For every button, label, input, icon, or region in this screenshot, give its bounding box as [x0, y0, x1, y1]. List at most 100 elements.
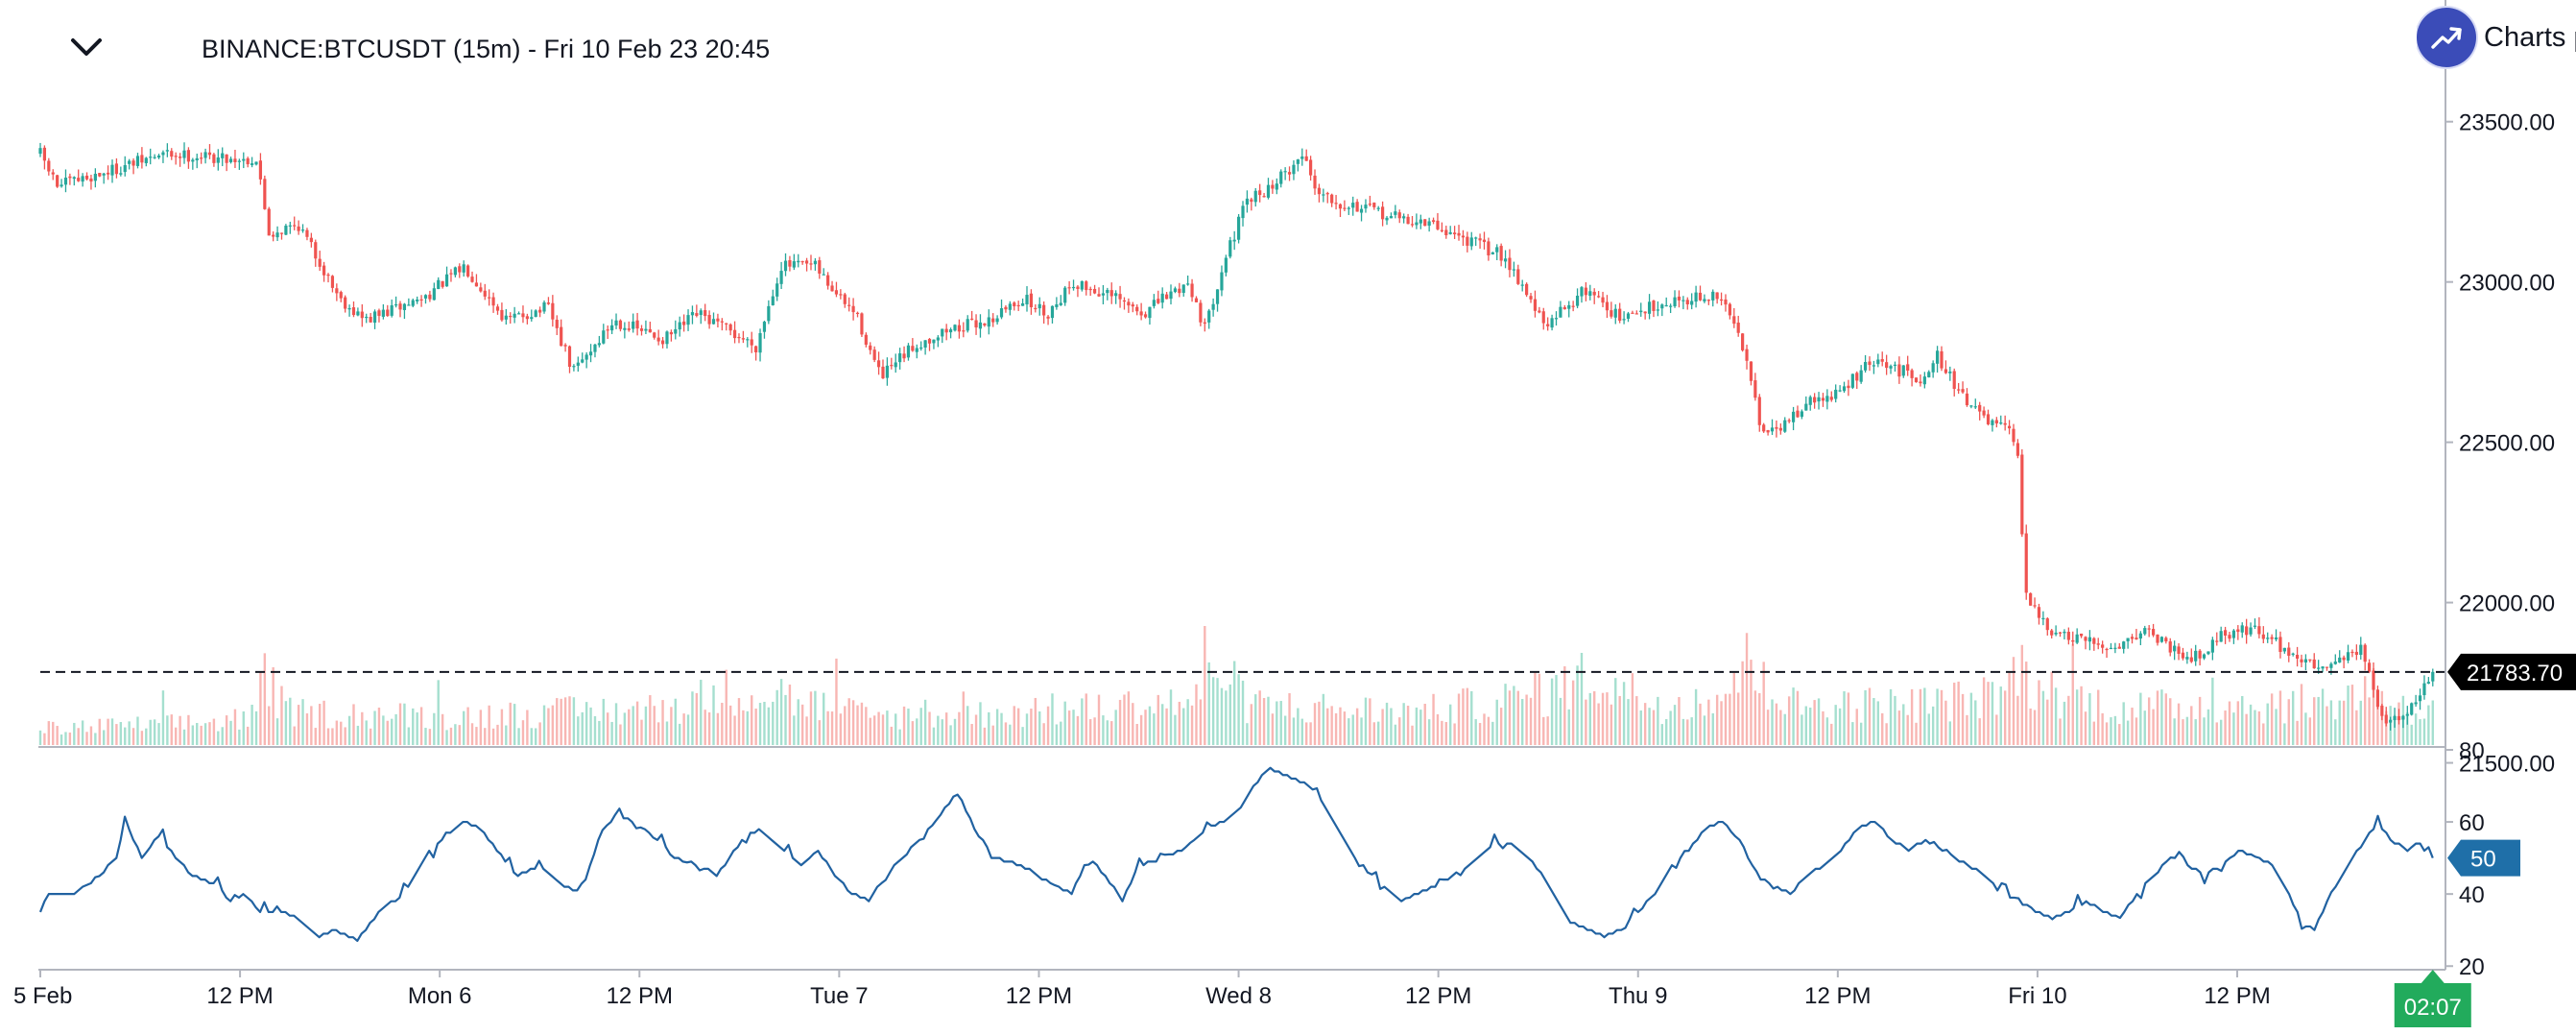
- candle-body: [1296, 159, 1300, 164]
- candle-body: [488, 297, 491, 299]
- candle-body: [77, 178, 81, 181]
- volume-bar: [1834, 705, 1837, 745]
- candle-body: [305, 229, 309, 237]
- candle-body: [2287, 647, 2291, 656]
- candle-body: [2177, 646, 2181, 654]
- candle-body: [1825, 396, 1829, 402]
- candle-body: [263, 179, 267, 209]
- candle-body: [1334, 203, 1338, 205]
- volume-bar: [458, 725, 461, 745]
- candle-body: [890, 365, 894, 367]
- candle-body: [1419, 219, 1422, 224]
- candle-body: [1343, 207, 1347, 209]
- candle-body: [228, 158, 233, 162]
- candle-body: [1592, 291, 1596, 296]
- volume-bar: [1948, 721, 1952, 745]
- volume-bar: [391, 718, 394, 745]
- volume-bar: [2287, 699, 2290, 745]
- candle-body: [1444, 229, 1448, 235]
- candle-body: [1580, 287, 1584, 297]
- candle-body: [728, 324, 732, 331]
- candle-body: [1364, 205, 1368, 209]
- candle-body: [2231, 630, 2236, 638]
- volume-bar: [2372, 667, 2375, 745]
- candle-body: [1631, 312, 1634, 314]
- volume-bar: [1678, 697, 1681, 745]
- volume-bar: [1330, 706, 1333, 745]
- candle-body: [1406, 216, 1410, 225]
- candle-body: [1139, 311, 1143, 316]
- candle-body: [902, 353, 906, 359]
- volume-bar: [196, 723, 199, 745]
- candle-body: [1584, 287, 1587, 296]
- candle-body: [165, 150, 169, 152]
- candle-body: [2223, 630, 2228, 636]
- volume-bar: [505, 725, 508, 745]
- volume-bar: [1297, 708, 1300, 745]
- volume-bar: [449, 727, 453, 745]
- candle-body: [1469, 237, 1473, 247]
- candle-body: [2066, 631, 2070, 640]
- volume-bar: [1593, 691, 1596, 745]
- candle-body: [597, 343, 601, 346]
- volume-bar: [314, 728, 317, 745]
- price-tick-label: 21500.00: [2459, 752, 2555, 778]
- volume-bar: [110, 718, 114, 745]
- volume-bar: [725, 669, 727, 745]
- volume-bar: [1801, 714, 1803, 745]
- volume-bar: [886, 710, 889, 745]
- volume-bar: [1060, 721, 1062, 745]
- candle-body: [1554, 318, 1559, 320]
- candle-body: [84, 176, 89, 180]
- brand-link[interactable]: Charts p: [2417, 6, 2576, 69]
- volume-bar: [1859, 722, 1863, 745]
- volume-bar: [149, 719, 152, 745]
- volume-bar: [2118, 724, 2121, 745]
- volume-bar: [1703, 715, 1706, 745]
- candle-body: [2393, 715, 2397, 721]
- candle-body: [1999, 422, 2003, 424]
- volume-bar: [200, 725, 203, 745]
- candle-body: [847, 304, 851, 306]
- volume-bar: [1538, 673, 1541, 745]
- candle-body: [1262, 196, 1266, 198]
- volume-bar: [1872, 698, 1875, 745]
- volume-bar: [847, 698, 850, 745]
- volume-bar: [556, 698, 559, 745]
- volume-bar: [1055, 724, 1059, 745]
- volume-bar: [293, 726, 296, 745]
- candle-body: [588, 351, 593, 356]
- volume-bar: [2363, 676, 2367, 745]
- volume-bar: [335, 720, 339, 745]
- volume-bar: [1648, 708, 1651, 745]
- volume-bar: [1204, 626, 1206, 745]
- candle-body: [1287, 172, 1292, 175]
- volume-bar: [1550, 678, 1554, 745]
- volume-bar: [1398, 717, 1401, 745]
- volume-bar: [898, 729, 901, 745]
- volume-bar: [2131, 708, 2134, 745]
- volume-bar: [1707, 699, 1710, 745]
- candle-body: [546, 302, 551, 304]
- time-tick-label: 12 PM: [1405, 983, 1471, 1009]
- candle-body: [1838, 390, 1842, 392]
- candle-body: [699, 310, 703, 316]
- collapse-button[interactable]: [60, 21, 113, 75]
- candle-body: [516, 313, 521, 315]
- volume-bar: [665, 721, 669, 745]
- candle-body: [432, 288, 436, 301]
- candle-body: [2397, 715, 2401, 721]
- volume-bar: [1271, 713, 1275, 745]
- volume-bar: [1881, 712, 1884, 745]
- volume-bar: [437, 680, 440, 745]
- volume-bar: [259, 671, 262, 745]
- candle-body: [632, 321, 635, 329]
- candle-body: [2308, 659, 2312, 661]
- candle-body: [344, 297, 347, 309]
- volume-bar: [823, 692, 825, 745]
- volume-bar: [2410, 724, 2413, 745]
- candle-body: [369, 317, 372, 323]
- candle-body: [1931, 363, 1935, 373]
- volume-bar: [115, 724, 118, 745]
